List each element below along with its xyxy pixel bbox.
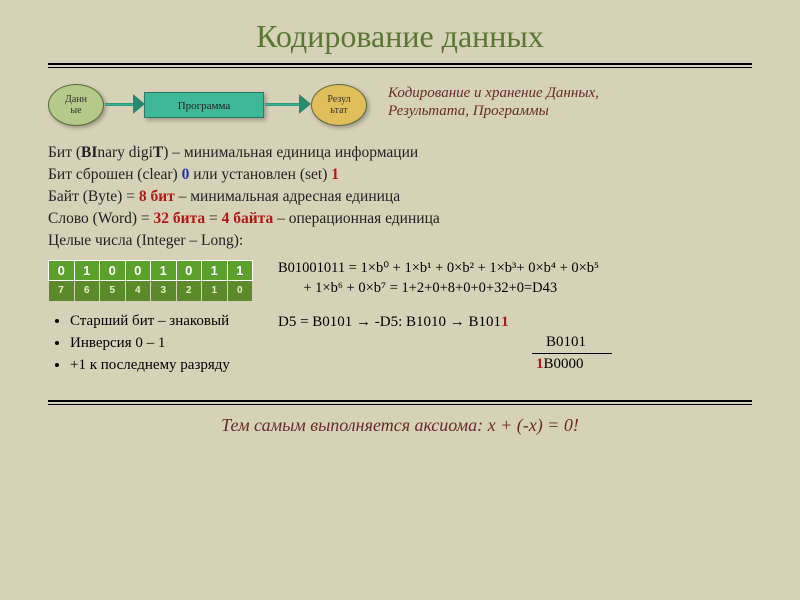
bit-cell: 1 [227, 261, 253, 281]
node-result: Резул ьтат [311, 84, 367, 126]
eq-line-2: + 1×b⁶ + 0×b⁷ = 1+2+0+8+0+0+32+0=D43 [278, 278, 599, 298]
equation-block: B01001011 = 1×b⁰ + 1×b¹ + 0×b² + 1×b³+ 0… [278, 258, 599, 298]
arrow-head-2 [299, 94, 311, 114]
bullet-item: +1 к последнему разряду [70, 354, 230, 376]
line-clear-set: Бит сброшен (clear) 0 или установлен (se… [48, 164, 752, 186]
calc-block: D5 = B0101 → -D5: B1010 → B1011 B0101 1B… [278, 312, 612, 374]
flow-caption: Кодирование и хранение Данных, Результат… [388, 84, 599, 120]
hr-bot-2 [48, 404, 752, 405]
hr-bot-1 [48, 400, 752, 402]
line-bit: Бит (BInary digiT) – минимальная единица… [48, 142, 752, 164]
bit-cell: 0 [125, 261, 151, 281]
idx-cell: 1 [202, 281, 228, 301]
bit-cell: 0 [176, 261, 202, 281]
idx-cell: 6 [74, 281, 100, 301]
index-row: 7 6 5 4 3 2 1 0 [49, 281, 253, 301]
lower-block: 0 1 0 0 1 0 1 1 7 6 5 4 3 2 1 0 Старший … [48, 260, 752, 400]
bullet-item: Старший бит – знаковый [70, 310, 230, 332]
bit-cell: 0 [49, 261, 75, 281]
bit-cell: 1 [151, 261, 177, 281]
bit-cell: 0 [100, 261, 126, 281]
bit-table: 0 1 0 0 1 0 1 1 7 6 5 4 3 2 1 0 [48, 260, 253, 301]
body-text: Бит (BInary digiT) – минимальная единица… [48, 142, 752, 252]
node-data: Данн ые [48, 84, 104, 126]
idx-cell: 4 [125, 281, 151, 301]
node-program: Программа [144, 92, 264, 118]
hr-top-1 [48, 63, 752, 65]
calc-line-3: 1B0000 [278, 354, 612, 374]
bit-row: 0 1 0 0 1 0 1 1 [49, 261, 253, 281]
slide-title: Кодирование данных [0, 0, 800, 55]
calc-line-1: D5 = B0101 → -D5: B1010 → B1011 [278, 312, 612, 332]
bullet-item: Инверсия 0 – 1 [70, 332, 230, 354]
idx-cell: 3 [151, 281, 177, 301]
line-word: Слово (Word) = 32 бита = 4 байта – опера… [48, 208, 752, 230]
arrow-line-2 [265, 103, 299, 106]
flow-diagram: Данн ые Программа Резул ьтат Кодирование… [48, 78, 752, 136]
axiom-text: Тем самым выполняется аксиома: x + (-x) … [0, 415, 800, 436]
line-int: Целые числа (Integer – Long): [48, 230, 752, 252]
calc-line-2: B0101 [278, 332, 612, 352]
bit-cell: 1 [202, 261, 228, 281]
eq-line-1: B01001011 = 1×b⁰ + 1×b¹ + 0×b² + 1×b³+ 0… [278, 258, 599, 278]
bit-cell: 1 [74, 261, 100, 281]
line-byte: Байт (Byte) = 8 бит – минимальная адресн… [48, 186, 752, 208]
idx-cell: 2 [176, 281, 202, 301]
bullet-list: Старший бит – знаковый Инверсия 0 – 1 +1… [48, 310, 230, 376]
idx-cell: 7 [49, 281, 75, 301]
idx-cell: 0 [227, 281, 253, 301]
idx-cell: 5 [100, 281, 126, 301]
hr-top-2 [48, 67, 752, 68]
